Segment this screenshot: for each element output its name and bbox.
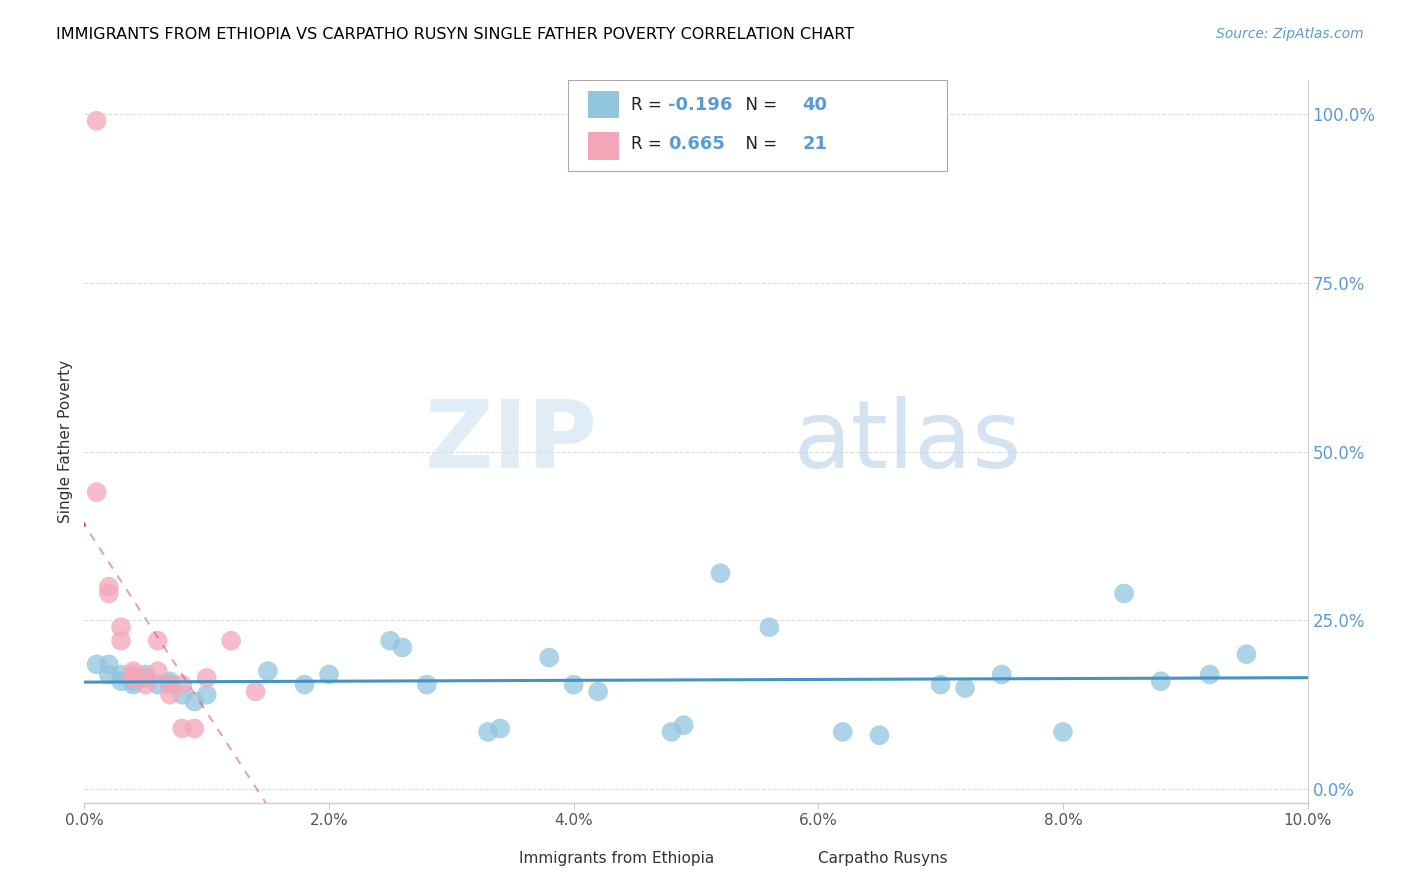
Point — [146, 664, 169, 678]
Point — [195, 688, 218, 702]
Point — [146, 633, 169, 648]
Text: 21: 21 — [803, 135, 827, 153]
Text: R =: R = — [631, 95, 666, 113]
Point — [380, 633, 402, 648]
Text: Source: ZipAtlas.com: Source: ZipAtlas.com — [1216, 27, 1364, 41]
Point — [1198, 667, 1220, 681]
Point — [758, 620, 780, 634]
Point — [86, 485, 108, 500]
Text: Carpatho Rusyns: Carpatho Rusyns — [818, 851, 948, 866]
Point — [1114, 586, 1136, 600]
Point — [135, 671, 157, 685]
Point — [172, 722, 194, 736]
Point — [477, 725, 499, 739]
Point — [831, 725, 853, 739]
Text: N =: N = — [735, 95, 783, 113]
Point — [159, 678, 181, 692]
Point — [257, 664, 280, 678]
Point — [159, 678, 181, 692]
Point — [1236, 647, 1258, 661]
Point — [195, 671, 218, 685]
Point — [953, 681, 976, 695]
FancyBboxPatch shape — [475, 847, 506, 870]
Point — [672, 718, 695, 732]
Point — [245, 684, 267, 698]
Point — [97, 657, 120, 672]
Point — [172, 688, 194, 702]
Point — [661, 725, 683, 739]
Text: 0.665: 0.665 — [668, 135, 724, 153]
FancyBboxPatch shape — [568, 80, 946, 170]
Point — [122, 667, 145, 681]
Point — [97, 580, 120, 594]
Text: Immigrants from Ethiopia: Immigrants from Ethiopia — [519, 851, 714, 866]
Point — [929, 678, 952, 692]
Text: atlas: atlas — [794, 395, 1022, 488]
Text: IMMIGRANTS FROM ETHIOPIA VS CARPATHO RUSYN SINGLE FATHER POVERTY CORRELATION CHA: IMMIGRANTS FROM ETHIOPIA VS CARPATHO RUS… — [56, 27, 855, 42]
Point — [183, 694, 205, 708]
Text: N =: N = — [735, 135, 783, 153]
Point — [97, 667, 120, 681]
Point — [172, 678, 194, 692]
FancyBboxPatch shape — [588, 132, 619, 160]
FancyBboxPatch shape — [588, 91, 619, 119]
Text: R =: R = — [631, 135, 666, 153]
Point — [159, 688, 181, 702]
Y-axis label: Single Father Poverty: Single Father Poverty — [58, 360, 73, 523]
Point — [135, 667, 157, 681]
Text: ZIP: ZIP — [425, 395, 598, 488]
FancyBboxPatch shape — [776, 847, 806, 870]
Point — [122, 678, 145, 692]
Point — [135, 678, 157, 692]
Point — [991, 667, 1014, 681]
Point — [86, 113, 108, 128]
Point — [538, 650, 561, 665]
Point — [391, 640, 413, 655]
Point — [869, 728, 891, 742]
Point — [122, 671, 145, 685]
Point — [1150, 674, 1173, 689]
Point — [122, 674, 145, 689]
Point — [122, 664, 145, 678]
Point — [110, 633, 132, 648]
Point — [110, 620, 132, 634]
Point — [709, 566, 731, 581]
Point — [219, 633, 242, 648]
Point — [86, 657, 108, 672]
Point — [97, 586, 120, 600]
Point — [110, 674, 132, 689]
Point — [159, 674, 181, 689]
Point — [318, 667, 340, 681]
Point — [489, 722, 512, 736]
Text: -0.196: -0.196 — [668, 95, 733, 113]
Point — [1052, 725, 1074, 739]
Point — [146, 678, 169, 692]
Point — [110, 667, 132, 681]
Text: 40: 40 — [803, 95, 827, 113]
Point — [562, 678, 585, 692]
Point — [183, 722, 205, 736]
Point — [135, 671, 157, 685]
Point — [586, 684, 609, 698]
Point — [416, 678, 439, 692]
Point — [294, 678, 316, 692]
